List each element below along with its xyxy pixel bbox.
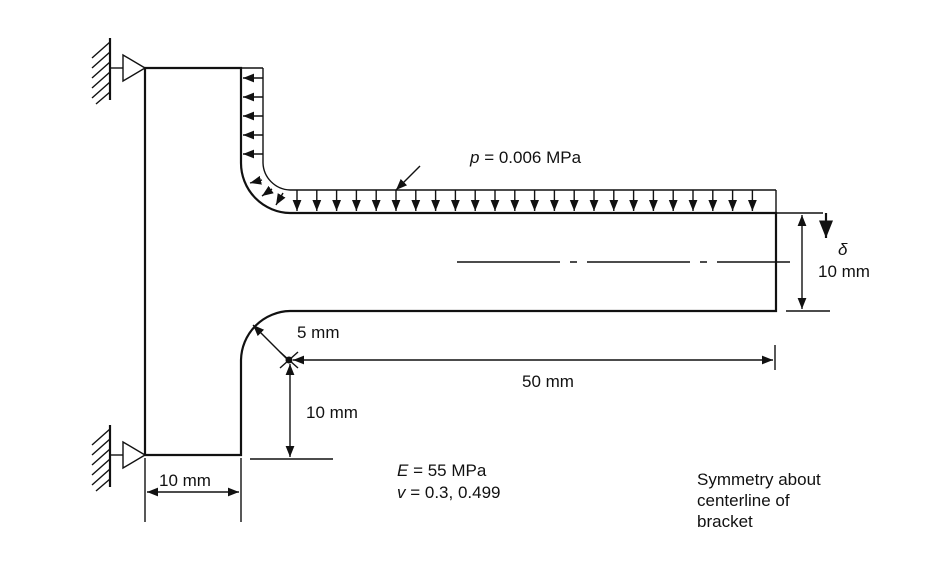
bottom-pin-support-icon bbox=[91, 425, 147, 492]
thickness-dim-label: 10 mm bbox=[818, 262, 870, 281]
load-arrow-icon bbox=[395, 165, 421, 191]
ground-hatch-icon bbox=[91, 41, 111, 105]
radius-dim-label: 5 mm bbox=[297, 323, 340, 342]
width-dim-label: 10 mm bbox=[159, 471, 211, 490]
pressure-arrows-horizontal bbox=[292, 190, 757, 211]
modulus-label: E = 55 MPa bbox=[397, 461, 487, 480]
poisson-label: v = 0.3, 0.499 bbox=[397, 483, 501, 502]
height-dim-label: 10 mm bbox=[306, 403, 358, 422]
symmetry-note-line1: Symmetry about bbox=[697, 470, 821, 489]
center-mark-icon bbox=[279, 351, 299, 369]
symmetry-note-line3: bracket bbox=[697, 512, 753, 531]
pressure-arrows-vertical bbox=[243, 73, 263, 159]
length-dim-label: 50 mm bbox=[522, 372, 574, 391]
top-pin-support-icon bbox=[91, 38, 147, 105]
pressure-arrows-fillet bbox=[249, 175, 286, 206]
pressure-label: p = 0.006 MPa bbox=[469, 148, 582, 167]
deflection-label: δ bbox=[838, 240, 848, 259]
symmetry-note-line2: centerline of bbox=[697, 491, 790, 510]
